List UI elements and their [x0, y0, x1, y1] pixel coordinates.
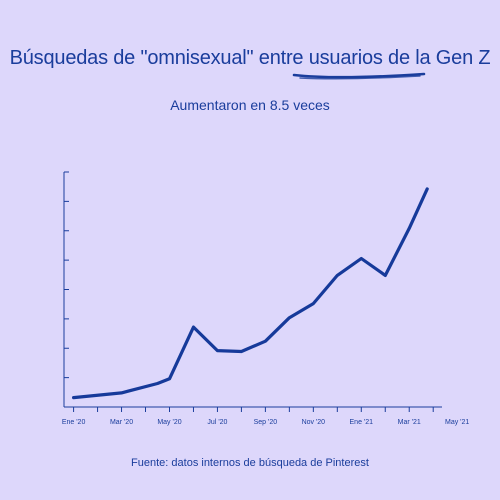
chart-title: Búsquedas de "omnisexual" entre usuarios… — [9, 47, 491, 69]
x-tick-label: Mar '20 — [110, 419, 133, 426]
x-tick-label: Sep '20 — [254, 419, 278, 426]
series-line — [72, 187, 429, 400]
source-note: Fuente: datos internos de búsqueda de Pi… — [131, 457, 369, 469]
x-tick-label: Ene '20 — [62, 419, 86, 426]
x-tick-label: Nov '20 — [302, 419, 326, 426]
series-group — [72, 187, 429, 400]
title-underline-decoration — [292, 72, 426, 79]
chart-subtitle: Aumentaron en 8.5 veces — [170, 97, 330, 113]
x-axis-ticks: Ene '20 Mar '20 May '20 Jul '20 Sep '20 Nov '… — [62, 407, 469, 426]
x-tick-label: May '21 — [445, 419, 469, 426]
chart-axes — [63, 171, 442, 408]
x-tick-label: May '20 — [157, 419, 181, 426]
x-tick-label: Mar '21 — [398, 419, 421, 426]
x-tick-label: Jul '20 — [207, 419, 227, 426]
x-tick-label: Ene '21 — [350, 419, 374, 426]
title-underline-decoration-2 — [299, 75, 421, 80]
